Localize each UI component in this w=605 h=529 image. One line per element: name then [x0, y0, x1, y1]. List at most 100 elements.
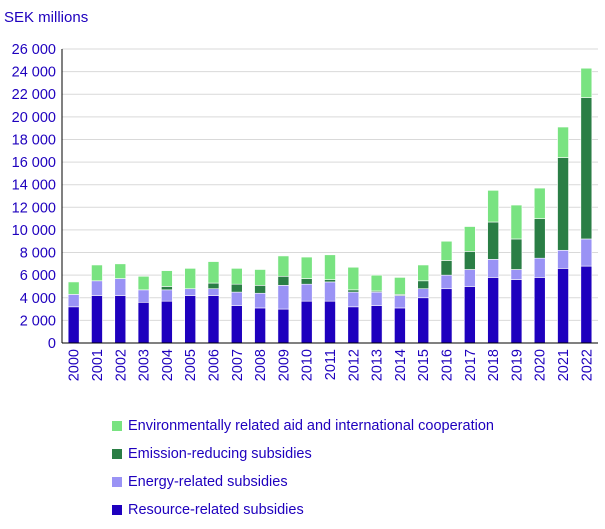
- bar-segment-2012-s0: [347, 306, 360, 344]
- gridlines: [62, 48, 598, 321]
- x-tick-label: 2000: [67, 349, 83, 381]
- x-tick-label: 2006: [206, 349, 222, 381]
- bar-segment-2004-s3: [161, 270, 173, 287]
- y-axis-title: SEK millions: [4, 9, 88, 26]
- legend-swatch: [112, 421, 122, 431]
- bar-segment-2020-s0: [533, 277, 546, 344]
- bar-segment-2017-s2: [464, 251, 476, 270]
- bar-segment-2008-s0: [254, 307, 266, 344]
- bar-segment-2005-s0: [184, 295, 196, 344]
- bar-segment-2002-s1: [114, 278, 127, 296]
- legend-label: Emission-reducing subsidies: [128, 446, 312, 462]
- bar-segment-2006-s3: [207, 261, 220, 284]
- x-tick-label: 2019: [509, 349, 525, 381]
- x-tick-label: 2002: [113, 349, 129, 381]
- x-tick-label: 2021: [556, 349, 572, 381]
- bar-segment-2002-s3: [114, 263, 127, 279]
- legend-swatch: [112, 449, 122, 459]
- bar-segment-2022-s1: [580, 238, 593, 267]
- x-tick-label: 2014: [393, 349, 409, 381]
- bar-segment-2020-s3: [533, 187, 546, 219]
- bar-segment-2004-s2: [161, 286, 173, 291]
- x-tick-labels: 2000 2001 2002 2003 2004 2005 2006 2007 2008 2009…: [67, 349, 596, 381]
- bar-segment-2018-s2: [487, 221, 499, 260]
- x-tick-label: 2004: [160, 349, 176, 381]
- bar-segment-2008-s2: [254, 285, 266, 294]
- y-tick-label: 26 000: [12, 42, 56, 58]
- bar-segment-2020-s1: [533, 257, 546, 278]
- bar-segment-2010-s3: [300, 256, 313, 279]
- bar-segment-2009-s0: [277, 308, 290, 344]
- y-tick-label: 12 000: [12, 200, 56, 216]
- y-tick-label: 6 000: [20, 268, 56, 284]
- x-tick-label: 2015: [416, 349, 432, 381]
- bar-segment-2011-s3: [324, 254, 336, 280]
- bar-segment-2007-s1: [230, 291, 243, 306]
- legend-item: Emission-reducing subsidies: [112, 440, 494, 468]
- bar-segment-2014-s3: [394, 277, 406, 295]
- bar-segment-2018-s0: [487, 277, 499, 344]
- bar-segment-2000-s0: [67, 306, 80, 344]
- bar-segment-2006-s0: [207, 295, 220, 344]
- bar-segment-2022-s0: [580, 265, 593, 344]
- y-tick-label: 4 000: [20, 291, 56, 307]
- bar-segment-2019-s2: [510, 238, 523, 270]
- bar-segment-2001-s3: [91, 264, 103, 282]
- bar-segment-2017-s1: [464, 269, 476, 287]
- bar-segment-2007-s2: [230, 283, 243, 293]
- bar-segment-2000-s3: [67, 281, 80, 295]
- x-tick-label: 2013: [370, 349, 386, 381]
- bar-segment-2016-s2: [440, 260, 453, 276]
- bar-segment-2010-s1: [300, 283, 313, 302]
- bar-segment-2009-s1: [277, 285, 290, 310]
- bar-segment-2022-s2: [580, 97, 593, 240]
- bar-segment-2002-s0: [114, 295, 127, 344]
- bar-segment-2005-s1: [184, 288, 196, 296]
- x-tick-label: 2003: [137, 349, 153, 381]
- bar-segment-2004-s0: [161, 300, 173, 344]
- bar-segment-2016-s3: [440, 240, 453, 261]
- x-tick-label: 2022: [579, 349, 595, 381]
- y-tick-labels: 0 2 000 4 000 6 000 8 000 10 000 12 000 14 000 1…: [12, 42, 56, 352]
- bar-segment-2017-s0: [464, 286, 476, 344]
- bar-segment-2001-s1: [91, 280, 103, 296]
- legend-label: Environmentally related aid and internat…: [128, 418, 494, 434]
- bar-segment-2012-s2: [347, 289, 360, 293]
- bar-segment-2014-s1: [394, 295, 406, 309]
- bar-segment-2003-s3: [137, 275, 150, 291]
- legend-label: Resource-related subsidies: [128, 502, 304, 518]
- legend-item: Resource-related subsidies: [112, 496, 494, 524]
- bar-segment-2007-s3: [230, 268, 243, 285]
- bar-segment-2019-s0: [510, 279, 523, 344]
- legend-swatch: [112, 477, 122, 487]
- bar-segment-2018-s3: [487, 190, 499, 223]
- x-tick-label: 2005: [183, 349, 199, 381]
- bar-segment-2017-s3: [464, 226, 476, 252]
- x-tick-label: 2020: [533, 349, 549, 381]
- bar-segment-2019-s1: [510, 269, 523, 280]
- x-tick-label: 2010: [300, 349, 316, 381]
- bar-segment-2006-s2: [207, 282, 220, 290]
- bar-segment-2013-s1: [370, 291, 383, 306]
- bar-segment-2008-s1: [254, 292, 266, 309]
- bar-segment-2012-s1: [347, 291, 360, 308]
- y-tick-label: 16 000: [12, 155, 56, 171]
- bar-segment-2011-s2: [324, 279, 336, 283]
- bar-segment-2021-s3: [557, 126, 569, 158]
- y-tick-label: 2 000: [20, 313, 56, 329]
- bar-segment-2000-s1: [67, 294, 80, 308]
- bar-segment-2015-s1: [417, 288, 430, 299]
- bar-segment-2011-s1: [324, 281, 336, 302]
- bars: [67, 67, 593, 344]
- bar-segment-2015-s3: [417, 264, 430, 282]
- legend-item: Environmentally related aid and internat…: [112, 412, 494, 440]
- bar-segment-2007-s0: [230, 305, 243, 344]
- x-tick-label: 2018: [486, 349, 502, 381]
- bar-segment-2016-s0: [440, 288, 453, 344]
- x-tick-label: 2008: [253, 349, 269, 381]
- bar-segment-2021-s0: [557, 268, 569, 344]
- bar-segment-2019-s3: [510, 204, 523, 240]
- bar-segment-2006-s1: [207, 288, 220, 296]
- x-tick-label: 2011: [323, 349, 339, 380]
- x-tick-label: 2012: [346, 349, 362, 381]
